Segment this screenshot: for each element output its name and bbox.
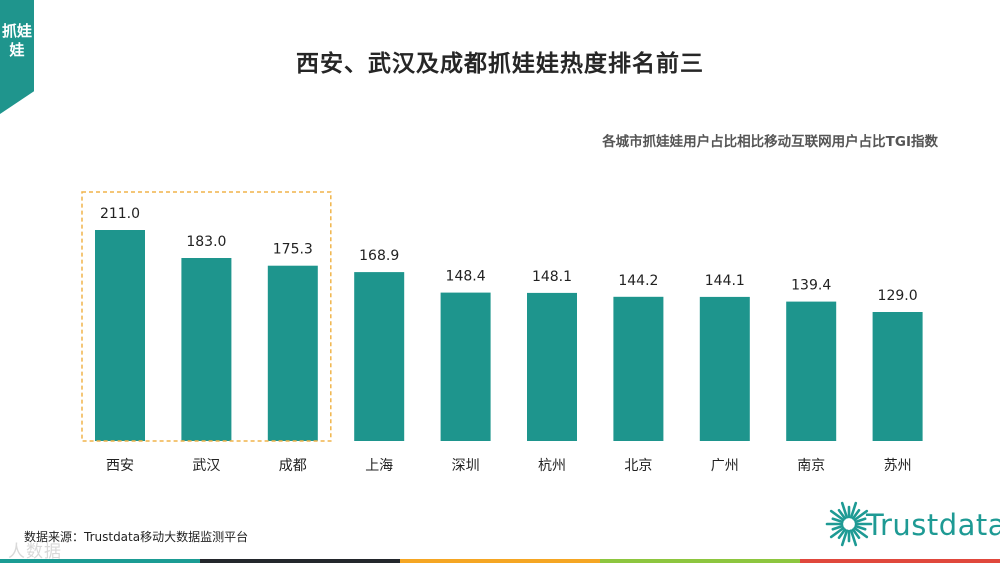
side-tab: 抓娃娃 <box>0 0 34 114</box>
bottom-color-strip <box>0 559 1000 563</box>
logo-text: Trustdata <box>866 508 1000 542</box>
sunburst-logo-icon <box>825 501 873 547</box>
logo-ray <box>849 529 858 547</box>
strip-segment <box>800 559 1000 563</box>
data-label: 144.1 <box>705 273 745 289</box>
logo-ray <box>831 524 844 531</box>
side-tab-label: 抓娃娃 <box>1 22 32 59</box>
bar <box>527 292 577 441</box>
bar <box>181 258 232 441</box>
data-label: 148.4 <box>446 269 486 285</box>
logo-ray <box>829 509 845 522</box>
data-label: 183.0 <box>186 234 226 250</box>
trustdata-logo: Trustdata <box>824 494 1000 554</box>
category-label: 西安 <box>106 458 134 474</box>
bar <box>613 296 664 441</box>
logo-ray <box>840 501 849 519</box>
data-label: 148.1 <box>532 269 572 285</box>
logo-ray <box>854 517 867 524</box>
data-label: 144.2 <box>618 273 658 289</box>
logo-ray <box>853 509 869 522</box>
bar <box>267 265 318 441</box>
category-label: 成都 <box>279 458 307 474</box>
data-label: 129.0 <box>878 288 918 304</box>
source-note: 数据来源：Trustdata移动大数据监测平台 <box>24 530 249 544</box>
category-label: 上海 <box>365 458 393 474</box>
strip-segment <box>600 559 800 563</box>
logo-ray <box>851 528 861 540</box>
category-label: 武汉 <box>192 458 220 474</box>
chart-subtitle: 各城市抓娃娃用户占比相比移动互联网用户占比TGI指数 <box>602 134 938 150</box>
category-label: 广州 <box>711 458 739 474</box>
strip-segment <box>400 559 600 563</box>
logo-ray <box>849 501 858 519</box>
highlight-box <box>81 191 332 442</box>
page-title: 西安、武汉及成都抓娃娃热度排名前三 <box>296 51 704 77</box>
logo-ray <box>854 524 867 531</box>
data-label: 211.0 <box>100 206 140 222</box>
data-label: 168.9 <box>359 248 399 264</box>
logo-ray <box>837 508 847 520</box>
logo-ray <box>853 526 869 539</box>
data-label: 175.3 <box>273 242 313 258</box>
category-label: 南京 <box>797 458 825 474</box>
logo-ray <box>831 517 844 524</box>
logo-ray <box>829 526 845 539</box>
bar <box>440 292 491 441</box>
bar <box>872 312 923 441</box>
strip-segment <box>0 559 200 563</box>
category-label: 杭州 <box>538 458 566 474</box>
bar <box>354 272 405 441</box>
logo-ray <box>851 508 861 520</box>
category-label: 深圳 <box>452 458 480 474</box>
watermark: 人数据 <box>8 542 62 562</box>
data-label: 139.4 <box>791 278 831 294</box>
logo-ray <box>840 529 849 547</box>
bar <box>786 301 837 441</box>
bar <box>95 230 145 441</box>
category-label: 苏州 <box>884 458 912 474</box>
strip-segment <box>200 559 400 563</box>
bar <box>699 296 750 441</box>
category-label: 北京 <box>624 458 652 474</box>
logo-ray <box>837 528 847 540</box>
